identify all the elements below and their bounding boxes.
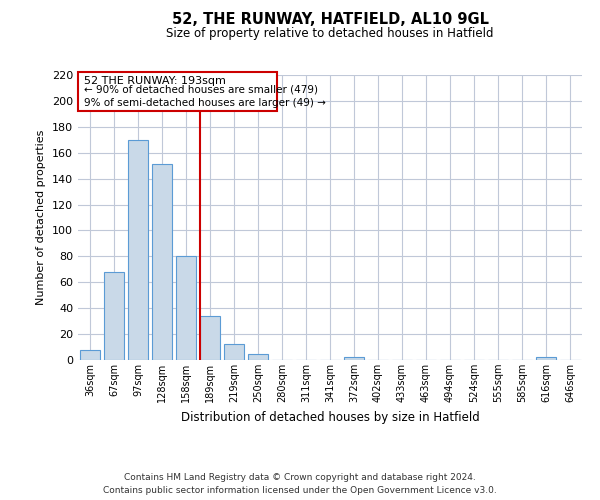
Bar — [176, 256, 196, 360]
Bar — [152, 164, 172, 360]
Bar — [200, 316, 220, 360]
Bar — [104, 272, 124, 360]
Bar — [224, 344, 244, 360]
Text: 9% of semi-detached houses are larger (49) →: 9% of semi-detached houses are larger (4… — [85, 98, 326, 108]
Bar — [248, 354, 268, 360]
FancyBboxPatch shape — [79, 72, 277, 112]
Bar — [128, 140, 148, 360]
Text: Size of property relative to detached houses in Hatfield: Size of property relative to detached ho… — [166, 28, 494, 40]
Text: 52 THE RUNWAY: 193sqm: 52 THE RUNWAY: 193sqm — [85, 76, 226, 86]
Bar — [536, 358, 556, 360]
X-axis label: Distribution of detached houses by size in Hatfield: Distribution of detached houses by size … — [181, 410, 479, 424]
Text: 52, THE RUNWAY, HATFIELD, AL10 9GL: 52, THE RUNWAY, HATFIELD, AL10 9GL — [172, 12, 488, 28]
Bar — [344, 358, 364, 360]
Bar — [80, 350, 100, 360]
Text: Contains public sector information licensed under the Open Government Licence v3: Contains public sector information licen… — [103, 486, 497, 495]
Y-axis label: Number of detached properties: Number of detached properties — [37, 130, 46, 305]
Text: ← 90% of detached houses are smaller (479): ← 90% of detached houses are smaller (47… — [85, 85, 319, 95]
Text: Contains HM Land Registry data © Crown copyright and database right 2024.: Contains HM Land Registry data © Crown c… — [124, 474, 476, 482]
